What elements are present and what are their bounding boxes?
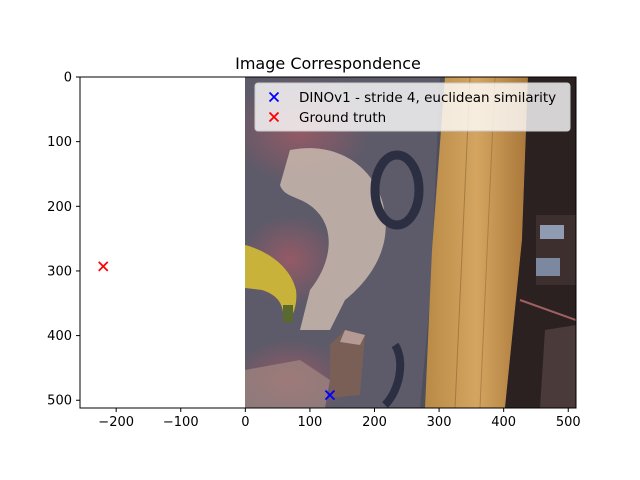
y-axis: 0 100 200 300 400 500 (47, 71, 80, 409)
legend-label-ground-truth: Ground truth (299, 110, 386, 126)
x-tick-label: −200 (98, 415, 134, 430)
axes-frame (79, 76, 577, 409)
x-tick-label: −100 (163, 415, 199, 430)
x-axis: −200 −100 0 100 200 300 400 500 (98, 408, 581, 430)
y-tick-label: 300 (47, 264, 72, 279)
legend-marker-prediction (268, 91, 280, 103)
y-tick-label: 400 (47, 329, 72, 344)
x-tick-label: 100 (298, 415, 323, 430)
y-tick-label: 100 (47, 135, 72, 150)
legend: DINOv1 - stride 4, euclidean similarity G… (254, 82, 571, 132)
x-tick-label: 500 (556, 415, 581, 430)
y-tick-label: 200 (47, 200, 72, 215)
y-tick-label: 500 (47, 394, 72, 409)
x-tick-label: 200 (362, 415, 387, 430)
legend-label-prediction: DINOv1 - stride 4, euclidean similarity (299, 90, 556, 106)
ground-truth-point (98, 261, 109, 272)
legend-marker-ground-truth (268, 111, 280, 123)
y-tick-label: 0 (64, 71, 72, 86)
x-tick-label: 0 (241, 415, 249, 430)
legend-box (254, 82, 571, 132)
prediction-point (324, 389, 336, 401)
x-tick-label: 300 (427, 415, 452, 430)
data-points (98, 261, 336, 401)
x-tick-label: 400 (491, 415, 516, 430)
chart-title: Image Correspondence (235, 54, 421, 73)
